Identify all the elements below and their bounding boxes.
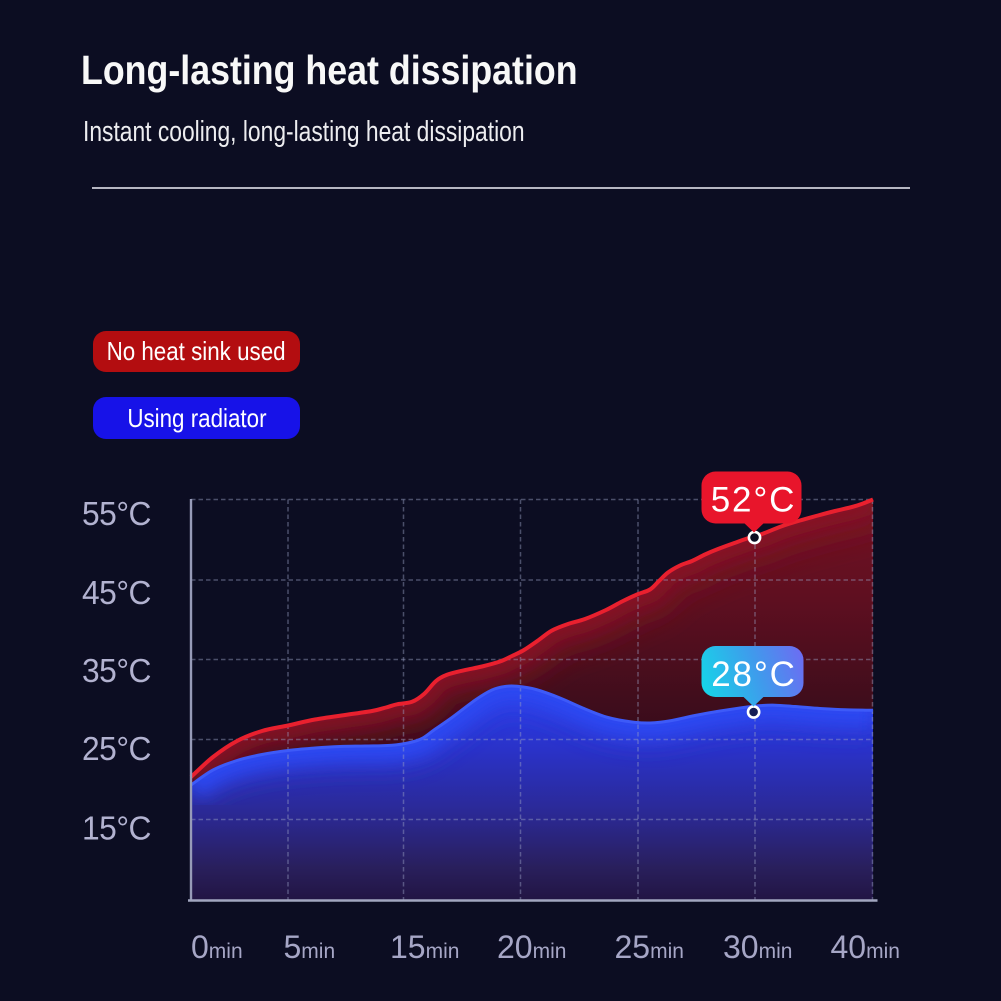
- svg-text:30min: 30min: [723, 929, 792, 965]
- svg-text:15min: 15min: [390, 929, 459, 965]
- svg-text:55°C: 55°C: [82, 495, 151, 532]
- svg-text:35°C: 35°C: [82, 652, 151, 689]
- svg-text:25°C: 25°C: [82, 730, 151, 767]
- svg-text:20min: 20min: [497, 929, 566, 965]
- svg-text:28°C: 28°C: [711, 655, 796, 694]
- svg-text:52°C: 52°C: [711, 481, 796, 520]
- svg-text:40min: 40min: [831, 929, 900, 965]
- svg-text:15°C: 15°C: [82, 810, 151, 847]
- svg-text:5min: 5min: [284, 929, 336, 965]
- svg-text:0min: 0min: [191, 929, 243, 965]
- svg-text:25min: 25min: [615, 929, 684, 965]
- svg-text:45°C: 45°C: [82, 574, 151, 611]
